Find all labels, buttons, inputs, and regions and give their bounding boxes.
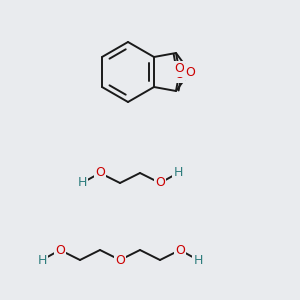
Text: O: O [115,254,125,266]
Text: O: O [55,244,65,256]
Text: O: O [175,244,185,256]
Text: O: O [155,176,165,190]
Text: H: H [77,176,87,190]
Text: H: H [37,254,47,266]
Text: O: O [185,65,195,79]
Text: H: H [193,254,203,266]
Text: O: O [95,167,105,179]
Text: O: O [174,62,184,76]
Text: H: H [173,167,183,179]
Text: O: O [174,68,184,82]
